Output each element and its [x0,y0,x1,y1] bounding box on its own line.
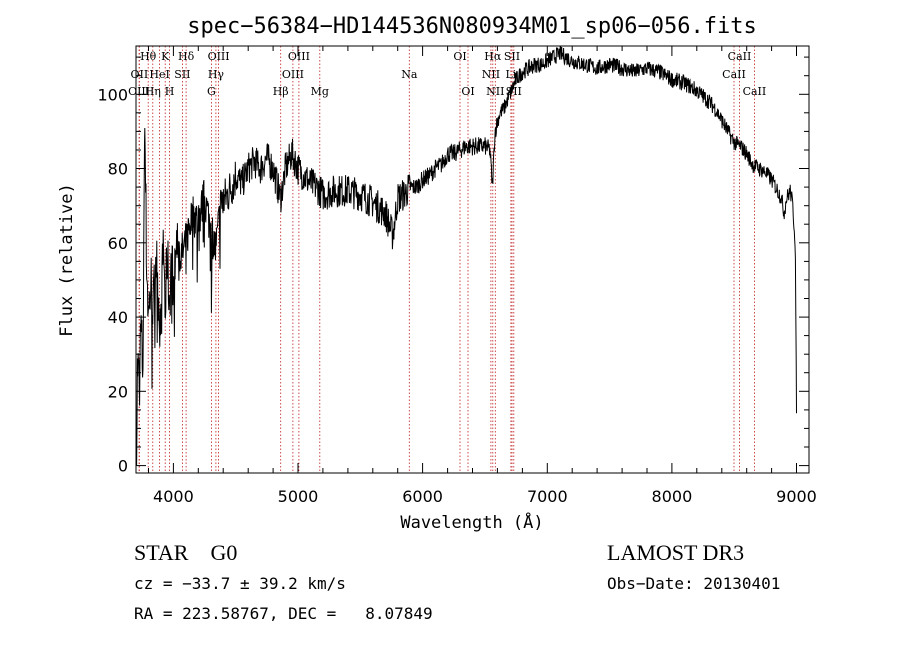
spectral-line-markers [138,46,755,473]
y-tick-label: 20 [108,382,128,401]
object-classification: STAR G0 [134,540,237,566]
redshift-cz: cz = −33.7 ± 39.2 km/s [134,574,346,593]
x-tick-label: 6000 [402,487,443,506]
plot-frame [135,45,810,474]
chart-title: spec−56384−HD144536N080934M01_sp06−056.f… [187,14,757,39]
line-label: OIII [288,50,310,63]
survey-name: LAMOST DR3 [607,540,745,565]
line-label: CaII [728,50,752,63]
line-label: Hα [484,50,502,63]
line-label: G [207,85,216,98]
line-label: Hγ [208,68,225,81]
line-label: CaII [722,68,746,81]
x-axis-ticks: 4000 5000 6000 7000 8000 9000 [148,46,817,506]
y-tick-label: 60 [108,234,128,253]
y-tick-label: 100 [97,85,128,104]
line-label: CaII [743,85,767,98]
object-type: STAR [134,540,189,565]
line-label: H [165,85,175,98]
y-axis-label: Flux (relative) [57,183,77,337]
y-tick-label: 40 [108,308,128,327]
line-label: NII [482,68,500,81]
ra-dec-coordinates: RA = 223.58767, DEC = 8.07849 [134,604,433,623]
x-tick-label: 4000 [153,487,194,506]
line-label: OI [453,50,466,63]
observation-date: Obs−Date: 20130401 [607,574,781,593]
line-label: K [161,50,170,63]
x-tick-label: 7000 [527,487,568,506]
x-axis-label: Wavelength (Å) [400,511,543,533]
line-label: HeI [149,68,169,81]
line-label: OIII [208,50,230,63]
line-label: OI [461,85,474,98]
line-label: OII [131,68,149,81]
line-label: Hη [145,85,161,98]
x-tick-label: 5000 [278,487,319,506]
line-label: NII [486,85,504,98]
line-label: Hβ [273,85,289,98]
line-label: Hδ [178,50,195,63]
x-tick-label: 9000 [776,487,817,506]
y-tick-label: 80 [108,160,128,179]
line-label: SII [174,68,190,81]
line-label: OIII [282,68,304,81]
spectrum-line [136,45,797,466]
line-label: SII [504,50,520,63]
object-subclass: G0 [210,540,238,565]
x-tick-label: 8000 [652,487,693,506]
line-label: Na [401,68,418,81]
y-tick-label: 0 [118,457,128,476]
line-label: Li [505,68,516,81]
line-label: Hθ [140,50,157,63]
line-label: Mg [311,85,329,98]
y-axis-ticks: 0 20 40 60 80 100 [97,56,809,476]
